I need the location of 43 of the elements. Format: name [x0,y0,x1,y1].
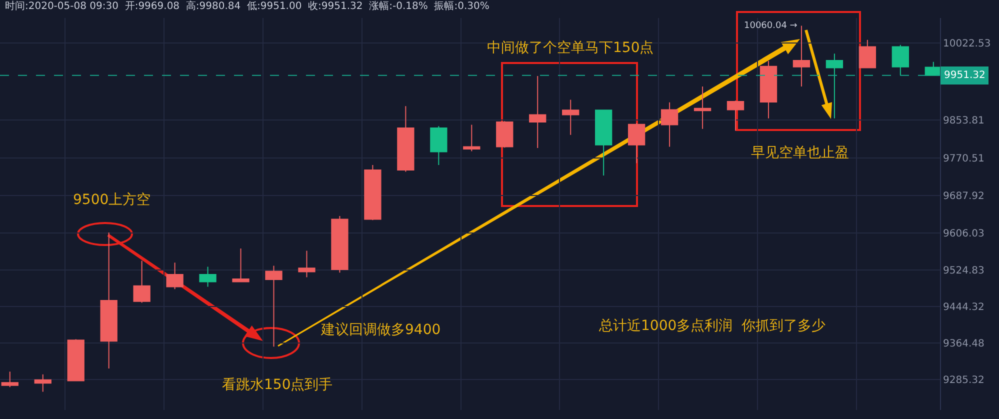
chart-title: 时间:2020-05-08 09:30 开:9969.08 高:9980.84 低:9951.00 收:9951.32 涨幅:-0.18% 振幅:0.30% [4,0,490,12]
y-tick-label: 9364.48 [943,338,984,350]
annotation: 看跳水150点到手 [222,377,333,393]
candlestick [562,99,580,136]
annotation: 建议回调做多9400 [320,322,441,338]
candlestick [34,374,52,392]
candlestick [298,250,316,278]
candlestick [760,60,778,119]
candlestick [199,266,216,288]
ref-line-label: 9951.32 [944,70,986,81]
candlestick [364,164,382,221]
annotation: 9500上方空 [73,192,151,208]
annotation: 中间做了个空单马下150点 [487,40,654,56]
candlestick [265,265,282,348]
candlestick [1,371,18,388]
annotation: 早见空单也止盈 [751,145,849,161]
candlestick [726,100,744,132]
candlestick [397,106,414,172]
candlestick [826,53,844,119]
candlestick [430,126,448,166]
candlestick [67,338,84,382]
y-tick-label: 10022.53 [943,38,991,50]
candlestick [892,44,909,76]
y-tick-label: 9687.92 [943,191,984,202]
annotation: 10060.04 → [744,21,798,31]
candlestick [331,216,348,274]
candlestick [792,25,810,87]
y-tick-label: 9444.32 [943,302,984,314]
y-tick-label: 9606.03 [943,228,984,240]
candlestick [496,120,514,148]
candlestick [858,39,876,68]
candlestick [694,86,712,130]
y-tick-label: 9524.83 [943,265,984,276]
y-tick-label: 9770.51 [943,153,984,164]
annotation: 总计近1000多点利润 你抓到了多少 [598,318,826,334]
candlestick [463,124,480,152]
candlestick [232,248,250,282]
candlestick [133,260,150,304]
candlestick [595,109,612,176]
y-tick-label: 9853.81 [943,115,984,126]
candlestick [529,75,546,149]
candlestick [100,232,118,369]
y-tick-label: 9285.32 [943,374,984,386]
